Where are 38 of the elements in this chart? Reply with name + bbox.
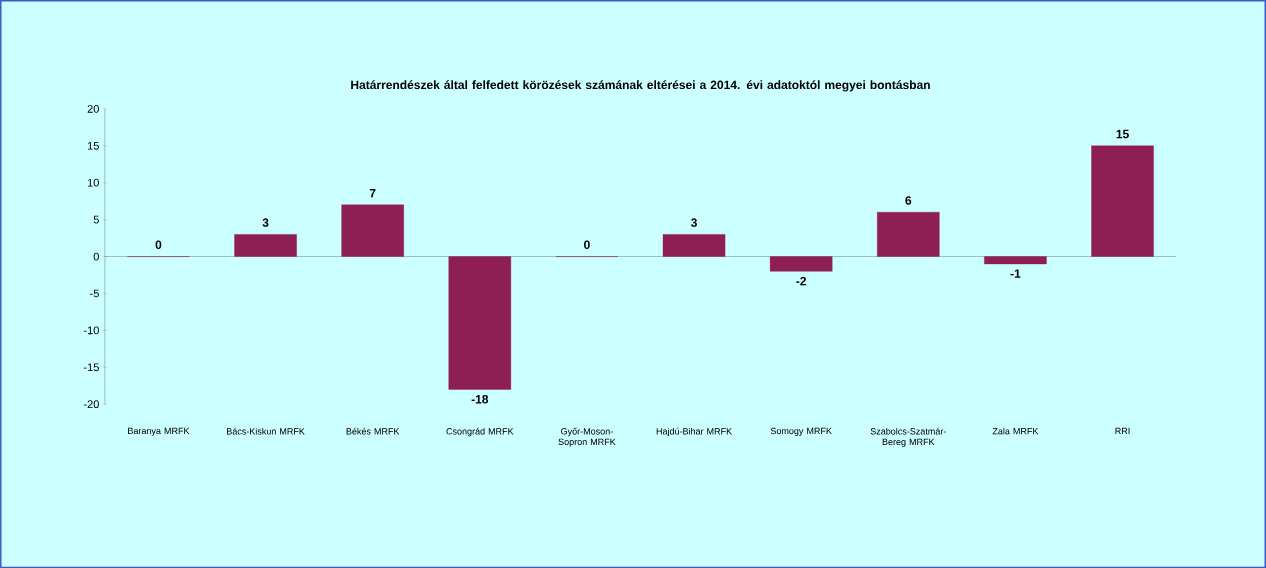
x-tick-label: Csongrád MRFK: [446, 427, 514, 437]
x-tick-label: Somogy MRFK: [770, 427, 832, 436]
x-tick-label: Zala MRFK: [992, 427, 1039, 435]
data-label: -1: [1010, 269, 1021, 278]
x-tick-label: Győr-Moson-Sopron MRFK: [558, 427, 616, 447]
y-tick-label: -5: [90, 289, 99, 298]
bar: [448, 256, 512, 390]
y-tick-label: -10: [83, 326, 99, 335]
bar: [769, 256, 833, 272]
x-tick-label: Baranya MRFK: [128, 427, 190, 436]
bar: [234, 234, 297, 257]
bar: [341, 204, 404, 257]
x-tick-label: Békés MRFK: [346, 427, 400, 435]
data-label: 0: [584, 240, 590, 249]
chart-title: Határrendészek által felfedett körözések számának eltérései a 2014. évi adatoktól megyei bontásban: [351, 80, 930, 92]
x-tick-label: Szabolcs-Szatmár-Bereg MRFK: [870, 427, 946, 447]
data-label: 3: [690, 218, 697, 227]
data-label: -2: [796, 276, 807, 286]
y-tick-label: 10: [87, 178, 99, 187]
y-tick-label: -15: [83, 363, 99, 372]
x-tick-label: Hajdú-Bihar MRFK: [656, 427, 732, 437]
data-label: 6: [905, 196, 912, 205]
data-label: 15: [1116, 129, 1129, 139]
data-label: 3: [262, 218, 269, 227]
x-tick-label: Bács-Kiskun MRFK: [227, 427, 305, 435]
y-tick-label: -20: [83, 400, 99, 409]
bar: [662, 234, 726, 257]
y-tick-label: 0: [93, 252, 99, 261]
x-tick-label: RRI: [1115, 427, 1130, 434]
bar: [877, 211, 940, 257]
y-tick-label: 5: [93, 215, 99, 224]
data-label: -18: [471, 394, 489, 404]
y-tick-label: 20: [87, 104, 99, 113]
data-label: 7: [369, 188, 376, 198]
bar: [984, 256, 1047, 265]
y-tick-label: 15: [87, 141, 99, 150]
bar: [1091, 145, 1154, 257]
data-label: 0: [155, 240, 162, 249]
